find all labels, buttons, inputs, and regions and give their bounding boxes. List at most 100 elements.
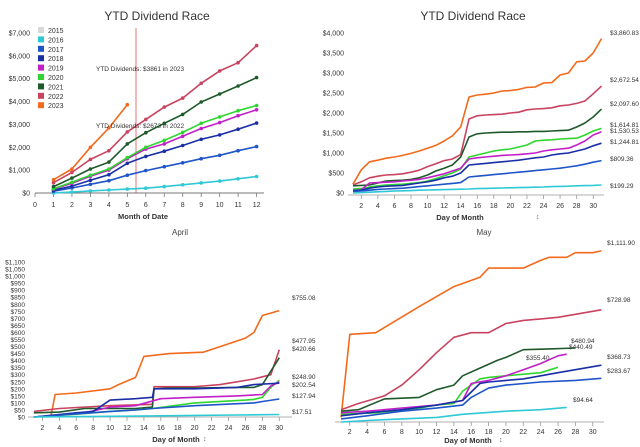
series-line-2017[interactable] <box>53 145 257 192</box>
data-point-2018[interactable] <box>217 133 222 137</box>
data-point-2022[interactable] <box>217 69 222 73</box>
data-point-2021[interactable] <box>217 92 222 96</box>
data-point-2018[interactable] <box>180 143 185 148</box>
series-line-2020[interactable] <box>352 127 602 190</box>
data-point-2016[interactable] <box>199 181 203 185</box>
data-point-2018[interactable] <box>70 184 74 188</box>
data-point-2022[interactable] <box>162 105 167 109</box>
series-line-2018[interactable] <box>352 142 602 192</box>
data-point-2019[interactable] <box>236 113 240 118</box>
data-point-2018[interactable] <box>125 161 130 166</box>
data-point-2016[interactable] <box>254 174 259 179</box>
data-point-2021[interactable] <box>236 84 240 88</box>
series-line-2016[interactable] <box>341 406 567 423</box>
series-line-2016[interactable] <box>53 175 257 194</box>
data-point-2021[interactable] <box>144 130 148 135</box>
legend-label-2021[interactable]: 2021 <box>48 84 64 91</box>
data-point-2022[interactable] <box>70 170 74 175</box>
data-point-2021[interactable] <box>254 75 259 80</box>
data-point-2016[interactable] <box>107 188 111 192</box>
data-point-2023[interactable] <box>107 126 111 130</box>
data-point-2020[interactable] <box>125 155 130 160</box>
data-point-2018[interactable] <box>107 172 111 177</box>
data-point-2016[interactable] <box>125 187 130 191</box>
data-point-2020[interactable] <box>88 173 93 177</box>
data-point-2023[interactable] <box>51 177 56 182</box>
data-point-2020[interactable] <box>107 167 111 171</box>
data-point-2019[interactable] <box>199 126 203 131</box>
data-point-2018[interactable] <box>236 127 240 131</box>
data-point-2020[interactable] <box>144 145 148 150</box>
series-line-2023[interactable] <box>340 250 602 418</box>
series-line-2019[interactable] <box>33 381 280 418</box>
data-point-2016[interactable] <box>217 179 222 183</box>
data-point-2020[interactable] <box>199 121 203 126</box>
data-point-2022[interactable] <box>144 117 148 122</box>
legend-label-2023[interactable]: 2023 <box>48 103 64 110</box>
series-line-2017[interactable] <box>352 159 602 193</box>
legend-label-2018[interactable]: 2018 <box>48 56 64 63</box>
series-line-2017[interactable] <box>341 377 602 420</box>
legend-label-2022[interactable]: 2022 <box>48 94 64 101</box>
data-point-2017[interactable] <box>199 156 203 161</box>
data-point-2016[interactable] <box>236 177 240 181</box>
data-point-2016[interactable] <box>162 184 167 189</box>
data-point-2018[interactable] <box>199 137 203 142</box>
data-point-2017[interactable] <box>254 144 259 149</box>
data-point-2018[interactable] <box>254 121 259 125</box>
series-line-2023[interactable] <box>50 309 280 418</box>
legend-label-2019[interactable]: 2019 <box>48 66 64 73</box>
data-point-2021[interactable] <box>88 167 93 171</box>
series-line-2022[interactable] <box>33 349 281 413</box>
data-point-2016[interactable] <box>70 190 74 194</box>
legend-label-2017[interactable]: 2017 <box>48 47 64 54</box>
sort-icon[interactable]: ↕ <box>536 214 540 221</box>
data-point-2017[interactable] <box>125 173 130 177</box>
data-point-2022[interactable] <box>107 148 111 153</box>
data-point-2022[interactable] <box>88 157 93 162</box>
series-line-2018[interactable] <box>33 382 280 418</box>
data-point-2023[interactable] <box>70 167 74 171</box>
data-point-2016[interactable] <box>88 189 93 193</box>
series-line-2022[interactable] <box>53 45 258 184</box>
data-point-2022[interactable] <box>254 43 259 48</box>
data-point-2017[interactable] <box>88 182 93 187</box>
series-line-2023[interactable] <box>352 38 603 185</box>
sort-icon[interactable]: ↕ <box>203 436 207 443</box>
data-point-2020[interactable] <box>236 108 240 113</box>
data-point-2019[interactable] <box>217 120 222 125</box>
data-point-2016[interactable] <box>180 183 185 187</box>
data-point-2017[interactable] <box>236 148 240 153</box>
data-point-2019[interactable] <box>180 134 185 139</box>
data-point-2022[interactable] <box>180 96 185 100</box>
data-point-2020[interactable] <box>162 138 167 143</box>
series-line-2016[interactable] <box>352 184 602 194</box>
data-point-2021[interactable] <box>107 160 111 164</box>
data-point-2017[interactable] <box>180 161 185 165</box>
series-line-2021[interactable] <box>33 357 280 414</box>
data-point-2020[interactable] <box>254 103 259 108</box>
data-point-2022[interactable] <box>199 81 203 86</box>
data-point-2021[interactable] <box>162 121 167 126</box>
data-point-2019[interactable] <box>254 108 259 112</box>
data-point-2021[interactable] <box>199 100 203 104</box>
series-line-2019[interactable] <box>341 353 567 414</box>
legend-label-2020[interactable]: 2020 <box>48 75 64 82</box>
series-line-2019[interactable] <box>53 109 257 190</box>
series-line-2021[interactable] <box>341 347 576 412</box>
data-point-2016[interactable] <box>144 186 148 190</box>
data-point-2022[interactable] <box>236 60 240 65</box>
data-point-2021[interactable] <box>125 142 130 146</box>
data-point-2018[interactable] <box>88 178 93 182</box>
sort-icon[interactable]: ↕ <box>499 437 503 444</box>
data-point-2020[interactable] <box>70 180 74 185</box>
data-point-2021[interactable] <box>180 112 185 117</box>
series-line-2020[interactable] <box>53 104 257 190</box>
data-point-2020[interactable] <box>217 115 222 119</box>
data-point-2021[interactable] <box>51 184 56 189</box>
series-line-2018[interactable] <box>341 364 602 417</box>
data-point-2018[interactable] <box>162 149 167 153</box>
series-line-2018[interactable] <box>53 122 257 192</box>
data-point-2017[interactable] <box>107 178 111 183</box>
data-point-2017[interactable] <box>144 168 148 173</box>
